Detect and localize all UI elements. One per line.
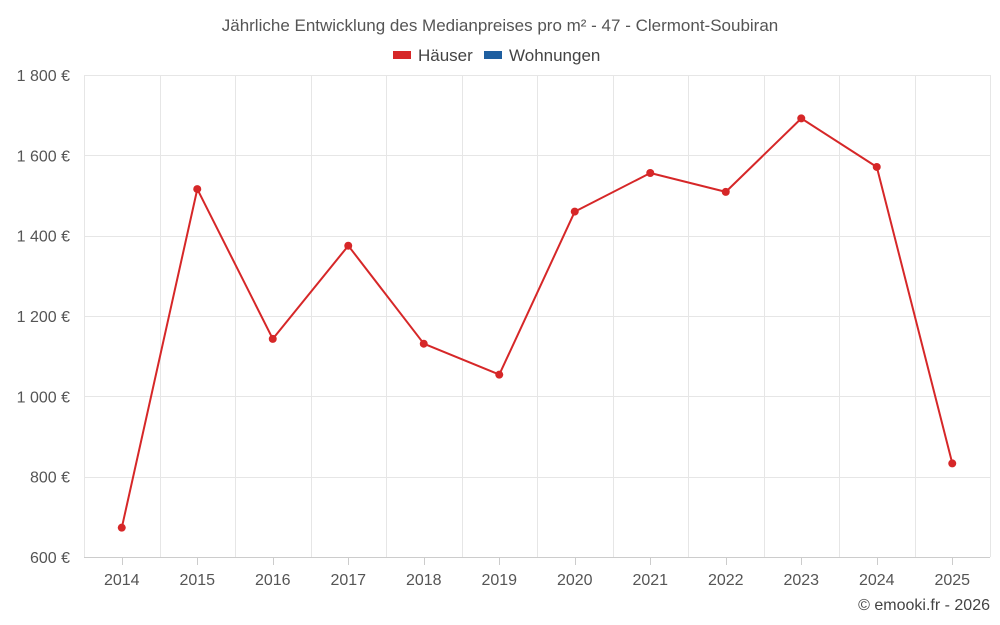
y-tick-label: 1 200 € bbox=[17, 309, 70, 326]
legend-label-wohnungen: Wohnungen bbox=[509, 46, 600, 65]
legend-swatch-wohnungen bbox=[484, 51, 502, 59]
data-point[interactable] bbox=[948, 459, 957, 468]
legend-item-haeuser[interactable]: Häuser bbox=[393, 46, 473, 65]
data-point[interactable] bbox=[570, 207, 579, 216]
x-tick-label: 2021 bbox=[632, 572, 668, 589]
grid bbox=[84, 75, 991, 557]
y-tick-label: 1 600 € bbox=[17, 148, 70, 165]
y-tick-label: 800 € bbox=[30, 470, 70, 487]
series bbox=[117, 114, 957, 532]
x-tick-label: 2019 bbox=[481, 572, 517, 589]
x-tick-label: 2018 bbox=[406, 572, 442, 589]
y-tick-label: 1 000 € bbox=[17, 389, 70, 406]
data-point[interactable] bbox=[193, 185, 202, 194]
data-point[interactable] bbox=[646, 169, 655, 178]
x-tick-label: 2023 bbox=[783, 572, 819, 589]
x-tick-label: 2022 bbox=[708, 572, 744, 589]
legend-swatch-haeuser bbox=[393, 51, 411, 59]
legend: Häuser Wohnungen bbox=[393, 46, 600, 65]
y-tick-label: 600 € bbox=[30, 550, 70, 567]
data-point[interactable] bbox=[721, 187, 730, 196]
y-tick-label: 1 800 € bbox=[17, 68, 70, 85]
data-point[interactable] bbox=[419, 339, 428, 348]
data-point[interactable] bbox=[872, 162, 881, 171]
x-tick-label: 2014 bbox=[104, 572, 140, 589]
y-tick-label: 1 400 € bbox=[17, 229, 70, 246]
axes: 600 € 800 € 1 000 € 1 200 € 1 400 € 1 600 € 1 … bbox=[17, 68, 990, 589]
x-tick-label: 2024 bbox=[859, 572, 895, 589]
x-tick-label: 2015 bbox=[179, 572, 215, 589]
data-point[interactable] bbox=[797, 114, 806, 123]
legend-item-wohnungen[interactable]: Wohnungen bbox=[484, 46, 600, 65]
credit-text: © emooki.fr - 2026 bbox=[858, 597, 990, 614]
data-point[interactable] bbox=[344, 241, 353, 250]
x-tick-label: 2025 bbox=[934, 572, 970, 589]
data-point[interactable] bbox=[495, 370, 504, 379]
series-line-0 bbox=[120, 117, 954, 528]
x-tick-label: 2020 bbox=[557, 572, 593, 589]
data-point[interactable] bbox=[268, 334, 277, 343]
x-tick-label: 2016 bbox=[255, 572, 291, 589]
chart-title: Jährliche Entwicklung des Medianpreises … bbox=[222, 16, 779, 35]
legend-label-haeuser: Häuser bbox=[418, 46, 473, 65]
data-point[interactable] bbox=[117, 523, 126, 532]
x-tick-label: 2017 bbox=[330, 572, 366, 589]
